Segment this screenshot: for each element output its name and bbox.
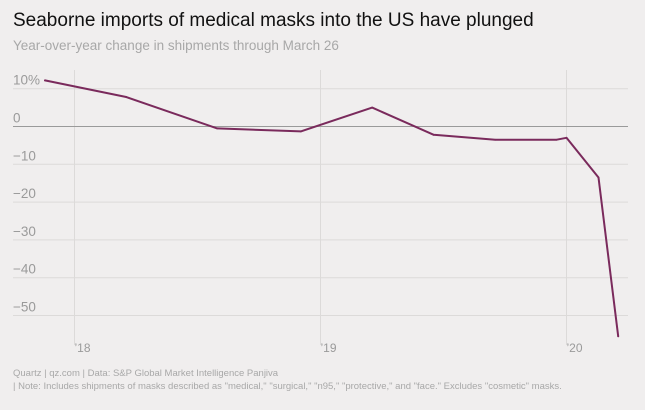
data-point-0-2 [216, 127, 219, 130]
data-point-0-3 [299, 130, 302, 133]
y-tick-label-4: −30 [13, 224, 36, 239]
data-point-0-4 [371, 106, 374, 109]
x-tick-label-2: ’20 [567, 341, 583, 355]
data-point-0-7 [555, 138, 558, 141]
data-point-0-8 [565, 136, 568, 139]
data-point-0-5 [432, 133, 435, 136]
series-line-0 [44, 79, 620, 338]
y-tick-label-6: −50 [13, 300, 36, 315]
data-point-0-1 [125, 96, 128, 98]
x-tick-label-1: ’19 [321, 341, 337, 355]
y-tick-label-0: 10% [13, 73, 40, 88]
data-point-0-0 [44, 79, 46, 82]
data-point-0-9 [597, 176, 600, 179]
chart-subtitle: Year-over-year change in shipments throu… [13, 38, 339, 53]
chart-title: Seaborne imports of medical masks into t… [13, 10, 534, 31]
x-tick-label-0: ’18 [75, 341, 91, 355]
y-tick-label-3: −20 [13, 186, 36, 201]
data-point-0-10 [617, 335, 620, 338]
y-tick-label-2: −10 [13, 148, 36, 163]
chart-note: | Note: Includes shipments of masks desc… [13, 381, 562, 392]
data-point-0-6 [494, 138, 497, 141]
y-tick-label-5: −40 [13, 262, 36, 277]
y-tick-label-1: 0 [13, 111, 21, 126]
source-credit: Quartz | qz.com | Data: S&P Global Marke… [13, 368, 279, 379]
